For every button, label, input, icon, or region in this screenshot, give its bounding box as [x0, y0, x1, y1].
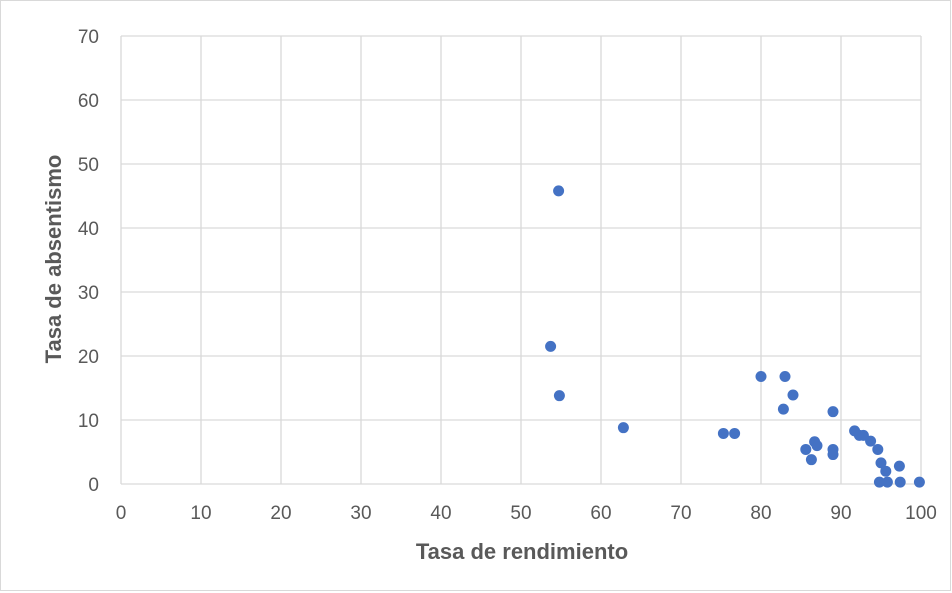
data-points — [545, 185, 925, 488]
data-point — [865, 435, 877, 447]
data-point — [811, 440, 823, 452]
y-tick-label: 70 — [78, 27, 99, 48]
data-point — [880, 465, 892, 477]
x-tick-label: 60 — [590, 503, 611, 524]
y-tick-label: 40 — [78, 219, 99, 240]
y-tick-label: 0 — [88, 475, 99, 496]
data-point — [553, 185, 565, 197]
gridlines — [120, 35, 922, 485]
x-axis-title: Tasa de rendimiento — [416, 539, 628, 564]
data-point — [827, 449, 839, 461]
x-tick-label: 0 — [116, 503, 127, 524]
data-point — [881, 476, 893, 488]
data-point — [545, 340, 557, 352]
data-point — [617, 422, 629, 434]
x-axis-ticks: 0 10 20 30 40 50 60 70 80 90 100 — [116, 503, 937, 524]
y-tick-label: 60 — [78, 91, 99, 112]
data-point — [553, 390, 565, 402]
y-tick-label: 10 — [78, 411, 99, 432]
x-tick-label: 50 — [510, 503, 531, 524]
y-tick-label: 50 — [78, 155, 99, 176]
x-tick-label: 20 — [270, 503, 291, 524]
x-tick-label: 30 — [350, 503, 371, 524]
data-point — [800, 443, 812, 455]
y-axis-ticks: 0 10 20 30 40 50 60 70 — [78, 27, 99, 496]
data-point — [873, 476, 885, 488]
data-point — [787, 389, 799, 401]
data-point — [755, 370, 767, 382]
data-point — [827, 406, 839, 418]
x-tick-label: 100 — [905, 503, 937, 524]
data-point — [893, 460, 905, 472]
data-point — [872, 443, 884, 455]
data-point — [717, 427, 729, 439]
data-point — [875, 457, 887, 469]
x-tick-label: 70 — [670, 503, 691, 524]
data-point — [777, 403, 789, 415]
data-point — [894, 476, 906, 488]
y-tick-label: 30 — [78, 283, 99, 304]
data-point — [805, 454, 817, 466]
x-tick-label: 40 — [430, 503, 451, 524]
x-tick-label: 90 — [830, 503, 851, 524]
x-tick-label: 10 — [190, 503, 211, 524]
data-point — [729, 427, 741, 439]
data-point — [779, 370, 791, 382]
y-axis-title: Tasa de absentismo — [41, 155, 66, 364]
x-tick-label: 80 — [750, 503, 771, 524]
y-tick-label: 20 — [78, 347, 99, 368]
data-point — [913, 476, 925, 488]
